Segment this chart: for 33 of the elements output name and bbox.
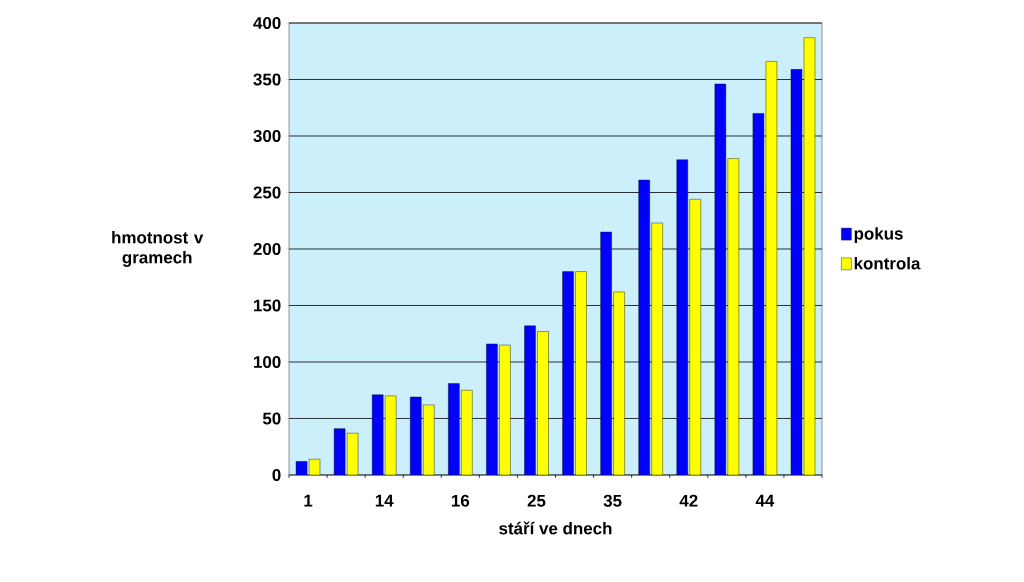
x-tick-label: 35	[603, 494, 622, 507]
x-tick-label: 16	[451, 494, 470, 507]
legend-label: pokus	[854, 227, 903, 244]
y-tick-label: 150	[254, 299, 281, 312]
x-axis-title: stáří ve dnech	[499, 521, 612, 535]
legend-label: kontrola	[854, 256, 921, 270]
bar	[651, 222, 663, 475]
bar	[537, 331, 549, 475]
x-tick-label: 1	[304, 494, 313, 507]
bar	[689, 199, 701, 475]
y-tick-label: 250	[253, 186, 281, 199]
bar	[727, 158, 740, 475]
y-axis-title: hmotnost v gramech	[112, 231, 204, 267]
x-tick-label: 44	[755, 494, 775, 507]
bar	[613, 291, 625, 475]
y-tick-label: 50	[262, 412, 281, 425]
y-tick-label: 400	[253, 16, 281, 29]
y-tick-label: 0	[272, 468, 281, 481]
y-tick-label: 300	[253, 129, 281, 142]
bar	[600, 231, 612, 475]
x-tick-label: 14	[375, 494, 394, 507]
bar	[575, 271, 587, 475]
y-tick-label: 200	[253, 242, 281, 255]
bar	[562, 271, 574, 475]
x-tick-label: 25	[527, 494, 546, 507]
bar	[714, 83, 727, 475]
bar	[638, 179, 650, 475]
y-tick-label: 350	[253, 73, 281, 86]
y-tick-label: 100	[254, 355, 281, 368]
bar	[524, 325, 536, 475]
x-tick-label: 42	[679, 494, 698, 507]
bar	[676, 159, 688, 475]
bar	[499, 344, 511, 475]
